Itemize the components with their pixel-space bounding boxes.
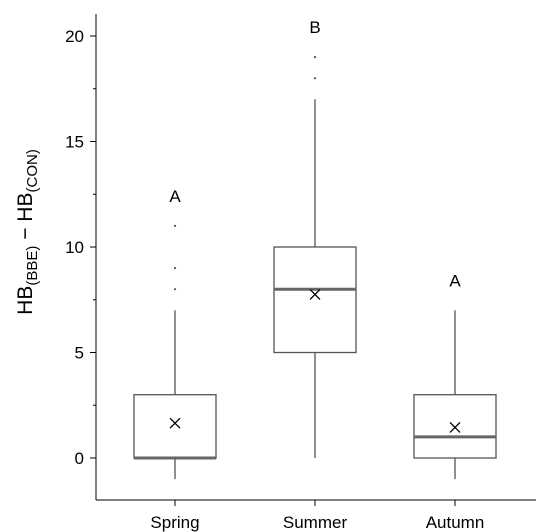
mean-marker — [449, 421, 461, 433]
iqr-box — [273, 246, 357, 354]
box-summer: B — [273, 18, 357, 458]
y-tick-label: 15 — [65, 133, 84, 152]
box-autumn: A — [413, 271, 497, 480]
outlier-point — [173, 267, 177, 270]
mean-marker — [309, 289, 321, 300]
outlier-point — [173, 224, 177, 227]
significance-letter: A — [449, 271, 461, 290]
iqr-box — [413, 394, 497, 459]
y-tick-label: 0 — [75, 449, 84, 468]
outlier-point — [313, 77, 317, 80]
outlier-point — [313, 56, 317, 59]
mean-marker — [169, 417, 181, 429]
y-tick-label: 20 — [65, 27, 84, 46]
y-tick-label: 10 — [65, 238, 84, 257]
x-tick-label-autumn: Autumn — [426, 513, 485, 532]
boxes-layer: A B A — [133, 18, 497, 480]
y-axis: 0 5 10 15 20 — [65, 14, 97, 500]
y-axis-label: HB(BBE) − HB(CON) — [14, 149, 41, 315]
significance-letter: A — [169, 187, 181, 206]
x-axis: Spring Summer Autumn — [96, 499, 536, 532]
y-tick-label: 5 — [75, 344, 84, 363]
box-spring: A — [133, 187, 217, 480]
x-tick-label-spring: Spring — [150, 513, 199, 532]
x-tick-label-summer: Summer — [283, 513, 348, 532]
significance-letter: B — [309, 18, 320, 37]
outlier-point — [173, 288, 177, 291]
iqr-box — [133, 394, 217, 459]
